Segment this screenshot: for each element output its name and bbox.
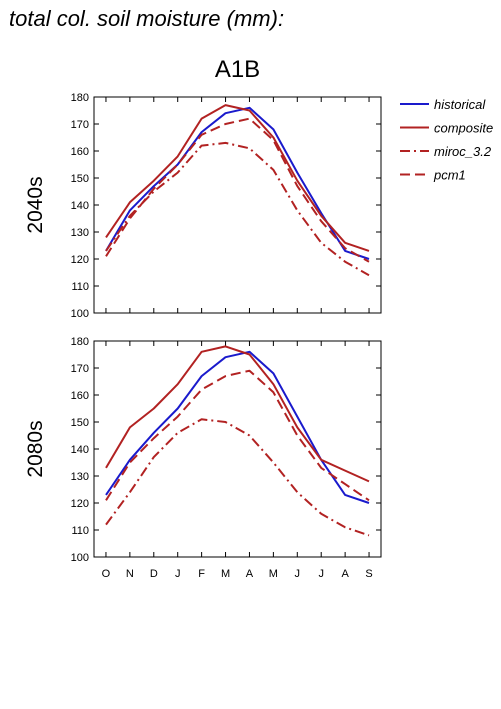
legend-label-pcm1: pcm1: [433, 168, 466, 183]
x-tick-label: D: [150, 568, 158, 580]
y-tick-label: 130: [71, 471, 89, 483]
x-tick-label: J: [175, 568, 181, 580]
series-line-miroc-3-2: [105, 141, 370, 277]
legend-label-miroc-3-2: miroc_3.2: [434, 144, 492, 159]
y-tick-label: 150: [71, 173, 89, 185]
series-line-historical: [105, 350, 370, 504]
legend-label-composite: composite: [434, 121, 493, 136]
y-tick-label: 160: [71, 390, 89, 402]
y-tick-label: 100: [71, 552, 89, 564]
y-tick-label: 110: [71, 525, 89, 537]
x-tick-label: O: [102, 568, 111, 580]
y-tick-label: 110: [71, 281, 89, 293]
panel-label-2080s: 2080s: [24, 420, 47, 477]
y-tick-label: 130: [71, 227, 89, 239]
x-tick-label: A: [341, 568, 349, 580]
series-line-pcm1: [105, 117, 370, 263]
y-tick-label: 150: [71, 417, 89, 429]
x-tick-label: J: [295, 568, 301, 580]
y-tick-label: 140: [71, 200, 89, 212]
y-tick-label: 160: [71, 146, 89, 158]
x-tick-label: S: [365, 568, 372, 580]
series-line-composite: [105, 345, 370, 483]
y-tick-label: 180: [71, 336, 89, 348]
y-tick-label: 120: [71, 254, 89, 266]
y-tick-label: 100: [71, 308, 89, 320]
panel-frame-2040s: [93, 96, 382, 314]
series-line-composite: [105, 104, 370, 252]
scenario-title: A1B: [214, 56, 261, 83]
x-tick-label: F: [198, 568, 205, 580]
x-tick-label: J: [318, 568, 324, 580]
x-tick-label: M: [269, 568, 278, 580]
x-tick-label: N: [126, 568, 134, 580]
panel-label-2040s: 2040s: [24, 176, 47, 233]
x-tick-label: M: [221, 568, 230, 580]
y-tick-label: 120: [71, 498, 89, 510]
y-tick-label: 180: [71, 92, 89, 104]
y-tick-label: 170: [71, 119, 89, 131]
y-tick-label: 170: [71, 363, 89, 375]
series-line-historical: [105, 106, 370, 260]
y-tick-label: 140: [71, 444, 89, 456]
page-title: total col. soil moisture (mm):: [9, 6, 285, 31]
legend-label-historical: historical: [434, 97, 486, 112]
series-line-pcm1: [105, 369, 370, 502]
series-line-miroc-3-2: [105, 418, 370, 537]
x-tick-label: A: [246, 568, 254, 580]
